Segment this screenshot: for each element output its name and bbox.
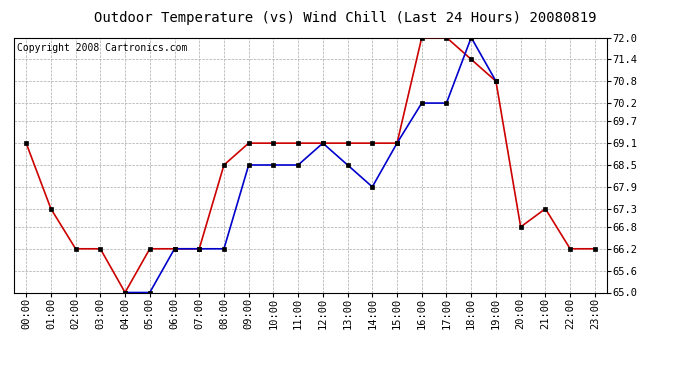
Text: Copyright 2008 Cartronics.com: Copyright 2008 Cartronics.com — [17, 43, 187, 52]
Text: Outdoor Temperature (vs) Wind Chill (Last 24 Hours) 20080819: Outdoor Temperature (vs) Wind Chill (Las… — [94, 11, 596, 25]
